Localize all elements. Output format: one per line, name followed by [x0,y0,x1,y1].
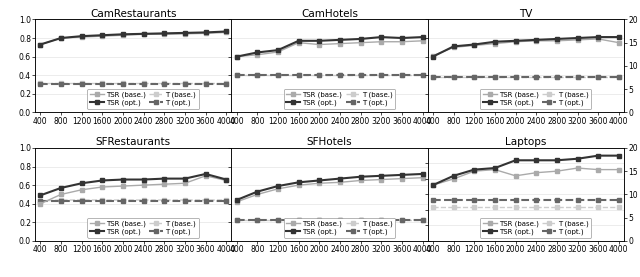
Legend: TSR (base.), TSR (opt.), T (base.), T (opt.): TSR (base.), TSR (opt.), T (base.), T (o… [87,217,199,237]
Legend: TSR (base.), TSR (opt.), T (base.), T (opt.): TSR (base.), TSR (opt.), T (base.), T (o… [284,217,396,237]
Title: TV: TV [519,9,532,19]
Title: SFRestaurants: SFRestaurants [96,137,171,147]
Legend: TSR (base.), TSR (opt.), T (base.), T (opt.): TSR (base.), TSR (opt.), T (base.), T (o… [480,217,591,237]
Title: CamRestaurants: CamRestaurants [90,9,177,19]
Legend: TSR (base.), TSR (opt.), T (base.), T (opt.): TSR (base.), TSR (opt.), T (base.), T (o… [284,89,396,109]
Title: Laptops: Laptops [505,137,547,147]
Title: CamHotels: CamHotels [301,9,358,19]
Legend: TSR (base.), TSR (opt.), T (base.), T (opt.): TSR (base.), TSR (opt.), T (base.), T (o… [480,89,591,109]
Legend: TSR (base.), TSR (opt.), T (base.), T (opt.): TSR (base.), TSR (opt.), T (base.), T (o… [87,89,199,109]
Title: SFHotels: SFHotels [307,137,353,147]
